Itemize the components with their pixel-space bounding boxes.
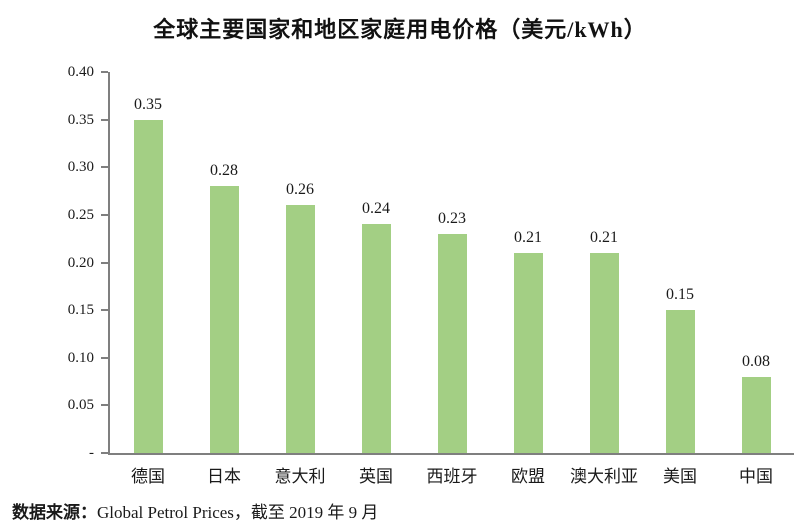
bar-德国 [133, 120, 163, 453]
bar-value-label: 0.21 [590, 229, 618, 246]
plot-area: 0.40 0.35 0.30 0.25 0.20 0.15 0.10 0.05- 0.35 0.… [68, 64, 794, 486]
bar-西班牙 [437, 234, 467, 453]
y-tick-label: 0.15 [67, 302, 94, 319]
y-tick-mark [101, 213, 108, 216]
category-label: 西班牙 [426, 467, 478, 486]
y-tick-mark [101, 166, 108, 169]
bar-value-label: 0.21 [514, 229, 542, 246]
y-tick-label: 0.35 [67, 111, 94, 128]
bar-slot: 0.26 [262, 72, 338, 453]
y-tick-label: 0.05 [67, 397, 94, 414]
bar-意大利 [285, 205, 315, 453]
y-tick-mark [101, 261, 108, 264]
bar-value-label: 0.35 [134, 96, 162, 113]
y-tick-label: 0.40 [67, 64, 94, 80]
category-labels: 德国 日本 意大利 英国 西班牙 欧盟 澳大利亚 美国 中国 [110, 453, 794, 487]
bar-澳大利亚 [589, 253, 619, 453]
bar-英国 [361, 224, 391, 453]
chart-title: 全球主要国家和地区家庭用电价格（美元/kWh） [153, 17, 647, 42]
category-label: 日本 [207, 467, 241, 486]
category-label: 美国 [663, 467, 697, 486]
x-axis-line [108, 453, 794, 455]
y-tick-label: 0.10 [67, 349, 94, 366]
bar-slot: 0.23 [414, 72, 490, 453]
category-label: 德国 [131, 467, 165, 486]
y-tick-mark [101, 404, 108, 407]
bar-value-label: 0.23 [438, 210, 466, 227]
category-label: 欧盟 [511, 467, 545, 486]
bar-slot: 0.24 [338, 72, 414, 453]
category-label: 澳大利亚 [570, 467, 638, 486]
y-tick-mark [101, 118, 108, 121]
bar-中国 [741, 377, 771, 453]
y-tick-mark [101, 309, 108, 312]
bar-value-label: 0.24 [362, 200, 390, 217]
y-tick-label: - [89, 445, 94, 461]
y-axis-line [108, 72, 110, 453]
bar-value-label: 0.08 [742, 353, 770, 370]
y-tick-mark [101, 71, 108, 73]
source-note: 数据来源：Global Petrol Prices，截至 2019 年 9 月 [12, 498, 378, 523]
y-tick-mark [101, 452, 108, 454]
y-tick-mark [101, 356, 108, 359]
bar-value-label: 0.26 [286, 181, 314, 198]
y-tick-label: 0.30 [67, 159, 94, 176]
bar-slot: 0.08 [718, 72, 794, 453]
bar-slot: 0.21 [566, 72, 642, 453]
category-label: 中国 [739, 467, 773, 486]
source-label: 数据来源： [12, 503, 97, 522]
bars-container: 0.35 0.28 0.26 0.24 0.23 0.21 0.21 0.15 0.08 [110, 72, 794, 453]
bar-欧盟 [513, 253, 543, 453]
bar-slot: 0.28 [186, 72, 262, 453]
source-text: Global Petrol Prices，截至 2019 年 9 月 [97, 503, 379, 522]
category-label: 意大利 [274, 467, 326, 486]
bar-slot: 0.15 [642, 72, 718, 453]
bar-日本 [209, 186, 239, 453]
y-tick-label: 0.20 [67, 254, 94, 271]
bar-slot: 0.21 [490, 72, 566, 453]
bar-美国 [665, 310, 695, 453]
category-label: 英国 [359, 467, 393, 486]
y-tick-label: 0.25 [67, 206, 94, 223]
bar-value-label: 0.15 [666, 286, 694, 303]
bar-slot: 0.35 [110, 72, 186, 453]
bar-value-label: 0.28 [210, 162, 238, 179]
